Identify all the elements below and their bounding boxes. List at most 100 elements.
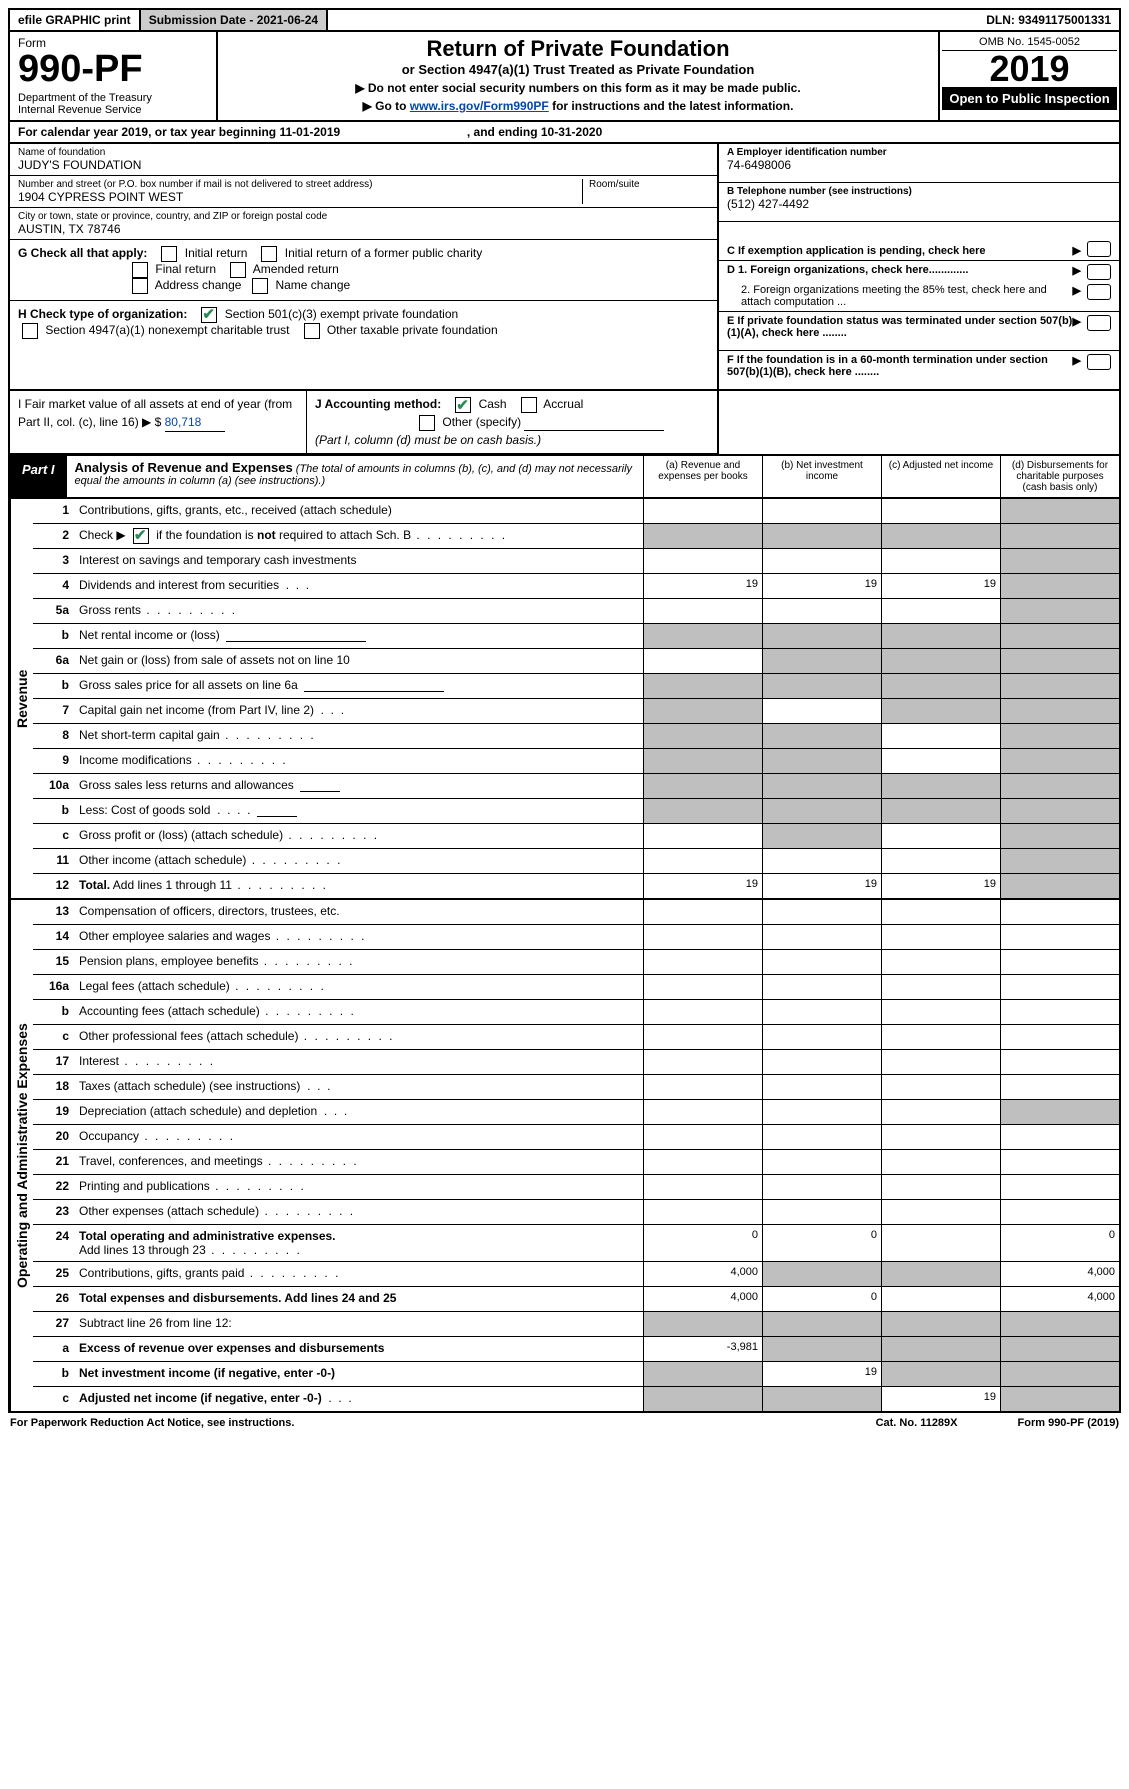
ij-right-blank (719, 391, 1119, 454)
l4-b: 19 (762, 574, 881, 598)
info-right: A Employer identification number 74-6498… (719, 144, 1119, 389)
chk-initial-former[interactable] (261, 246, 277, 262)
part1-header: Part I Analysis of Revenue and Expenses … (8, 456, 1121, 499)
chk-name-change[interactable] (252, 278, 268, 294)
d1-label: D 1. Foreign organizations, check here..… (727, 264, 1073, 280)
submission-date: Submission Date - 2021-06-24 (141, 10, 328, 30)
arrow-icon: ▶ (1073, 244, 1081, 257)
name-label: Name of foundation (18, 147, 709, 158)
j-other: Other (specify) (442, 415, 521, 429)
irs-link[interactable]: www.irs.gov/Form990PF (410, 99, 549, 113)
form-footer: For Paperwork Reduction Act Notice, see … (8, 1413, 1121, 1433)
f-label: F If the foundation is in a 60-month ter… (727, 354, 1073, 386)
line-27a: Excess of revenue over expenses and disb… (75, 1337, 643, 1361)
section-j: J Accounting method: Cash Accrual Other … (307, 391, 719, 454)
chk-c[interactable] (1087, 241, 1111, 257)
h-o3: Other taxable private foundation (327, 323, 498, 337)
foundation-name-cell: Name of foundation JUDY'S FOUNDATION (10, 144, 717, 176)
chk-501c3[interactable] (201, 307, 217, 323)
line-25: Contributions, gifts, grants paid (75, 1262, 643, 1286)
form-title: Return of Private Foundation (226, 36, 930, 62)
g-o6: Name change (275, 278, 350, 292)
line-27: Subtract line 26 from line 12: (75, 1312, 643, 1336)
chk-other-taxable[interactable] (304, 323, 320, 339)
chk-d2[interactable] (1087, 284, 1111, 300)
instruction-2: ▶ Go to www.irs.gov/Form990PF for instru… (226, 99, 930, 113)
top-bar: efile GRAPHIC print Submission Date - 20… (8, 8, 1121, 32)
line-20: Occupancy (75, 1125, 643, 1149)
col-b-head: (b) Net investment income (763, 456, 882, 497)
l24-d: 0 (1000, 1225, 1119, 1261)
section-c: C If exemption application is pending, c… (719, 222, 1119, 261)
chk-address-change[interactable] (132, 278, 148, 294)
line-7: Capital gain net income (from Part IV, l… (75, 699, 643, 723)
line-5a: Gross rents (75, 599, 643, 623)
h-o1: Section 501(c)(3) exempt private foundat… (225, 307, 458, 321)
open-public-badge: Open to Public Inspection (942, 87, 1117, 110)
line-13: Compensation of officers, directors, tru… (75, 900, 643, 924)
line-16b: Accounting fees (attach schedule) (75, 1000, 643, 1024)
j-note: (Part I, column (d) must be on cash basi… (315, 433, 541, 447)
section-i: I Fair market value of all assets at end… (10, 391, 307, 454)
cal-year-a: For calendar year 2019, or tax year begi… (18, 125, 340, 139)
chk-e[interactable] (1087, 315, 1111, 331)
line-17: Interest (75, 1050, 643, 1074)
chk-4947a1[interactable] (22, 323, 38, 339)
chk-final-return[interactable] (132, 262, 148, 278)
city-cell: City or town, state or province, country… (10, 208, 717, 240)
irs-label: Internal Revenue Service (18, 104, 208, 116)
h-o2: Section 4947(a)(1) nonexempt charitable … (45, 323, 289, 337)
line-8: Net short-term capital gain (75, 724, 643, 748)
info-grid: Name of foundation JUDY'S FOUNDATION Num… (8, 144, 1121, 391)
line-1: Contributions, gifts, grants, etc., rece… (75, 499, 643, 523)
d2-label: 2. Foreign organizations meeting the 85%… (727, 284, 1073, 308)
line-12: Total. Add lines 1 through 11 (75, 874, 643, 898)
l12-c: 19 (881, 874, 1000, 898)
i-label: I Fair market value of all assets at end… (18, 397, 292, 429)
line-3: Interest on savings and temporary cash i… (75, 549, 643, 573)
chk-cash[interactable] (455, 397, 471, 413)
col-c-head: (c) Adjusted net income (882, 456, 1001, 497)
line-9: Income modifications (75, 749, 643, 773)
instr2-pre: ▶ Go to (363, 99, 410, 113)
chk-amended[interactable] (230, 262, 246, 278)
line-19: Depreciation (attach schedule) and deple… (75, 1100, 643, 1124)
section-d: D 1. Foreign organizations, check here..… (719, 261, 1119, 312)
chk-schb[interactable] (133, 528, 149, 544)
g-o3: Final return (155, 262, 216, 276)
i-value: 80,718 (165, 413, 225, 432)
chk-d1[interactable] (1087, 264, 1111, 280)
chk-f[interactable] (1087, 354, 1111, 370)
e-label: E If private foundation status was termi… (727, 315, 1073, 347)
c-label: C If exemption application is pending, c… (727, 245, 1073, 257)
header-left: Form 990-PF Department of the Treasury I… (10, 32, 218, 120)
part1-tag: Part I (10, 456, 67, 497)
l12-a: 19 (643, 874, 762, 898)
chk-initial-return[interactable] (161, 246, 177, 262)
line-11: Other income (attach schedule) (75, 849, 643, 873)
line-23: Other expenses (attach schedule) (75, 1200, 643, 1224)
dept-treasury: Department of the Treasury (18, 92, 208, 104)
efile-label: efile GRAPHIC print (10, 10, 141, 30)
line-5b: Net rental income or (loss) (75, 624, 643, 648)
chk-other-spec[interactable] (419, 415, 435, 431)
dln: DLN: 93491175001331 (978, 10, 1119, 30)
form-number: 990-PF (18, 50, 208, 88)
line-10a: Gross sales less returns and allowances (75, 774, 643, 798)
header-right: OMB No. 1545-0052 2019 Open to Public In… (940, 32, 1119, 120)
address-cell: Number and street (or P.O. box number if… (10, 176, 717, 208)
line-26: Total expenses and disbursements. Add li… (75, 1287, 643, 1311)
form-ref: Form 990-PF (2019) (1018, 1417, 1119, 1429)
tax-year: 2019 (942, 51, 1117, 87)
line-16c: Other professional fees (attach schedule… (75, 1025, 643, 1049)
instr2-post: for instructions and the latest informat… (549, 99, 794, 113)
l24-b: 0 (762, 1225, 881, 1261)
part1-title: Analysis of Revenue and Expenses (75, 460, 293, 475)
l25-d: 4,000 (1000, 1262, 1119, 1286)
l26-b: 0 (762, 1287, 881, 1311)
paperwork-notice: For Paperwork Reduction Act Notice, see … (10, 1417, 294, 1429)
l24-a: 0 (643, 1225, 762, 1261)
g-o4: Amended return (253, 262, 339, 276)
chk-accrual[interactable] (521, 397, 537, 413)
g-label: G Check all that apply: (18, 246, 147, 260)
